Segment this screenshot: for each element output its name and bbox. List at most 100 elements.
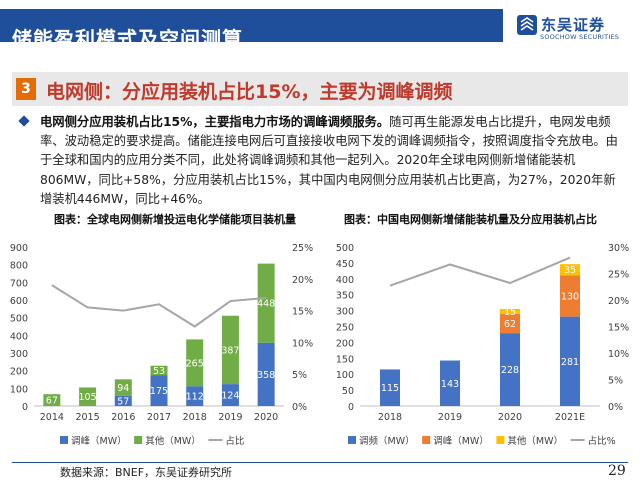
- paragraph-body: 随可再生能源发电占比提升，电网发电频率、波动稳定的要求提高。储能连接电网后可直接…: [40, 115, 618, 206]
- bar-segment: [500, 309, 520, 314]
- data-label: 112: [186, 392, 204, 403]
- y-left-tick-label: 900: [10, 243, 28, 254]
- legend-swatch: [348, 436, 356, 444]
- section-heading: 3 电网侧：分应用装机占比15%，主要为调峰调频: [12, 72, 628, 106]
- bar-segment: [221, 384, 239, 406]
- y-right-tick-label: 10%: [292, 338, 313, 349]
- x-tick-label: 2019: [438, 412, 462, 423]
- bar-segment: [560, 316, 580, 406]
- y-left-tick-label: 300: [10, 349, 28, 360]
- bar-segment: [560, 264, 580, 276]
- y-left-tick-label: 450: [336, 259, 354, 270]
- y-left-tick-label: 600: [10, 296, 28, 307]
- page-title: 储能盈利模式及空间测算: [12, 27, 243, 51]
- legend-swatch: [134, 436, 143, 444]
- y-left-tick-label: 400: [10, 331, 28, 342]
- data-label: 387: [221, 345, 239, 356]
- section-number-badge: 3: [16, 78, 36, 100]
- bar-segment: [257, 263, 275, 343]
- y-left-tick-label: 250: [336, 323, 354, 334]
- bar-segment: [43, 394, 61, 406]
- y-left-tick-label: 0: [22, 402, 28, 413]
- data-label: 143: [441, 379, 459, 390]
- y-right-tick-label: 5%: [608, 376, 623, 387]
- y-left-tick-label: 150: [336, 354, 354, 365]
- data-label: 281: [561, 357, 579, 368]
- legend-label: 占比: [225, 435, 244, 447]
- y-left-tick-label: 200: [10, 367, 28, 378]
- legend-label: 调峰（MW）: [71, 435, 127, 447]
- footer-divider: [12, 462, 628, 463]
- y-left-tick-label: 500: [336, 243, 354, 254]
- y-right-tick-label: 5%: [292, 370, 307, 381]
- header-bar: 储能盈利模式及空间测算: [0, 9, 503, 51]
- chart-china-grid-storage: 0 50 100 150 200 250 300 350 400 450 500 0% 5% 10% 15%…: [336, 243, 629, 447]
- logo-icon: [517, 15, 537, 35]
- data-label: 35: [564, 265, 576, 276]
- y-left-tick-label: 50: [342, 386, 354, 397]
- logo-text-en: SOOCHOW SECURITIES: [540, 33, 620, 41]
- x-tick-label: 2020: [498, 412, 522, 423]
- y-right-tick-label: 20%: [292, 275, 313, 286]
- legend-label: 占比%: [588, 435, 616, 447]
- bar-segment: [79, 387, 97, 406]
- y-right-tick-label: 0%: [292, 402, 307, 413]
- body-paragraph: 电网侧分应用装机占比15%，主要指电力市场的调峰调频服务。随可再生能源发电占比提…: [40, 113, 626, 209]
- data-label: 94: [117, 383, 129, 394]
- x-tick-label: 2016: [111, 412, 135, 423]
- chart-global-grid-storage: 0 100 200 300 400 500 600 700 800 900 0% 5% 10% 15% 20…: [10, 243, 313, 447]
- x-tick-label: 2020: [254, 412, 278, 423]
- data-label: 57: [117, 396, 129, 407]
- data-label: 358: [257, 370, 275, 381]
- bar-segment: [186, 386, 204, 406]
- legend-swatch: [60, 436, 68, 444]
- legend-swatch: [422, 436, 431, 444]
- y-right-tick-label: 15%: [608, 323, 629, 334]
- y-right-tick-label: 0%: [608, 402, 623, 413]
- legend-label: 调频（MW）: [359, 435, 415, 447]
- bar-segment: [380, 369, 400, 406]
- x-tick-label: 2018: [378, 412, 402, 423]
- bar-segment: [440, 360, 460, 406]
- data-label: 105: [79, 392, 97, 403]
- brand-logo: 东吴证券 SOOCHOW SECURITIES: [516, 10, 634, 44]
- legend-label: 其他（MW）: [507, 435, 563, 447]
- y-right-tick-label: 25%: [608, 270, 629, 281]
- logo-text-cn: 东吴证券: [541, 16, 606, 34]
- data-label: 62: [504, 319, 516, 330]
- x-tick-label: 2021E: [555, 412, 585, 423]
- data-label: 53: [153, 366, 165, 377]
- y-left-tick-label: 100: [336, 370, 354, 381]
- y-left-tick-label: 500: [10, 314, 28, 325]
- y-right-tick-label: 15%: [292, 307, 313, 318]
- bar-segment: [150, 365, 168, 376]
- x-tick-label: 2014: [40, 412, 64, 423]
- page-number: 29: [608, 463, 626, 479]
- share-line: [389, 256, 571, 287]
- x-tick-label: 2019: [218, 412, 242, 423]
- bar-segment: [500, 333, 520, 406]
- y-left-tick-label: 200: [336, 338, 354, 349]
- y-right-tick-label: 30%: [608, 243, 629, 254]
- y-left-tick-label: 400: [336, 275, 354, 286]
- y-right-tick-label: 25%: [292, 243, 313, 254]
- footer-source: 数据来源：BNEF，东吴证券研究所: [60, 466, 233, 479]
- x-tick-label: 2017: [147, 412, 171, 423]
- bar-segment: [257, 342, 275, 406]
- paragraph-lead: 电网侧分应用装机占比15%，主要指电力市场的调峰调频服务。: [40, 115, 390, 129]
- y-right-tick-label: 20%: [608, 296, 629, 307]
- section-title: 电网侧：分应用装机占比15%，主要为调峰调频: [46, 81, 453, 103]
- bar-segment: [150, 375, 168, 406]
- chart-title-china: 图表：中国电网侧新增储能装机量及分应用装机占比: [344, 213, 597, 226]
- bar-segment: [186, 339, 204, 387]
- data-label: 265: [186, 358, 204, 369]
- chart-title-global: 图表：全球电网侧新增投运电化学储能项目装机量: [54, 213, 296, 226]
- data-label: 124: [221, 391, 239, 402]
- y-left-tick-label: 700: [10, 278, 28, 289]
- legend-swatch: [496, 436, 505, 444]
- legend-label: 调峰（MW）: [433, 435, 489, 447]
- y-left-tick-label: 0: [348, 402, 354, 413]
- bullet-diamond-icon: [18, 115, 30, 127]
- legend-label: 其他（MW）: [145, 435, 201, 447]
- x-tick-label: 2015: [75, 412, 99, 423]
